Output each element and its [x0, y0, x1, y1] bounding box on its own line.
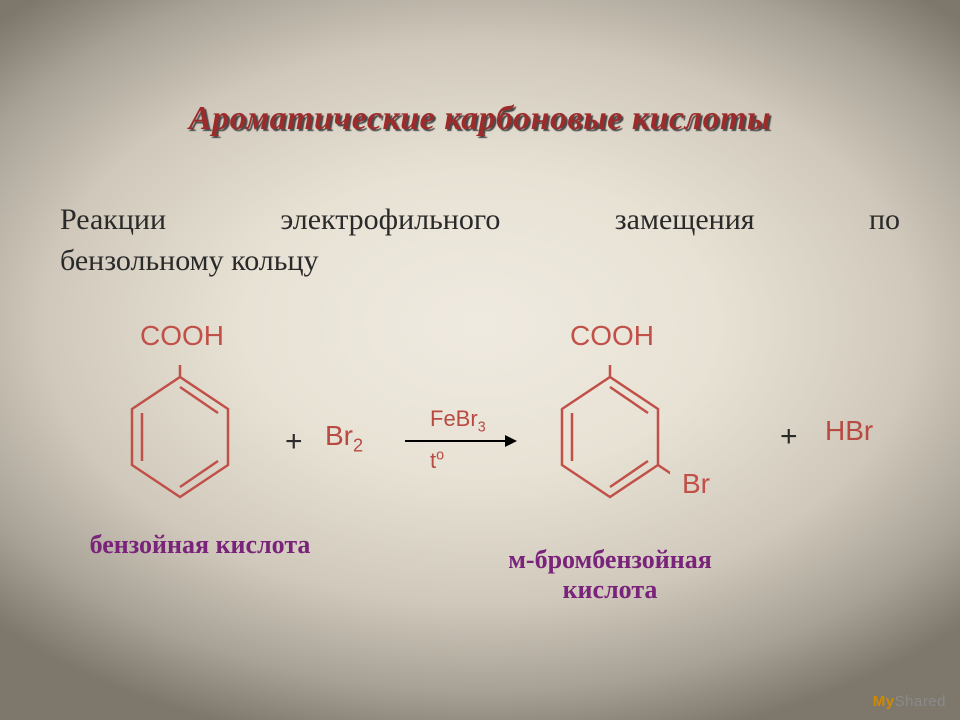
cond-febr-sub: 3 [478, 419, 486, 435]
plus-reagent: + [285, 425, 303, 459]
reaction-arrow-icon [405, 440, 515, 442]
product-cooh-label: COOH [570, 320, 654, 352]
product-br-label: Br [682, 468, 710, 500]
cond-febr-text: FeBr [430, 406, 478, 431]
watermark-rest: Shared [895, 693, 946, 710]
benzene-icon [120, 365, 240, 505]
reactant-benzene-ring [120, 365, 240, 505]
reactant-name: бензойная кислота [60, 530, 340, 560]
product-benzene-ring [550, 365, 670, 505]
title-text: Ароматические карбоновые кислоты [189, 100, 771, 137]
condition-catalyst: FeBr3 [430, 406, 486, 432]
watermark: МуShared [873, 693, 946, 710]
byproduct-hbr: HBr [825, 415, 873, 447]
reagent-br-text: Br [325, 420, 353, 451]
slide-title: Ароматические карбоновые кислоты [0, 100, 960, 138]
condition-temp: to [430, 448, 444, 474]
watermark-my: Му [873, 693, 895, 710]
plus-byproduct: + [780, 420, 798, 454]
slide: Ароматические карбоновые кислоты Реакции… [0, 0, 960, 720]
benzene-icon [550, 365, 670, 505]
subtitle-line2: бензольному кольцу [60, 241, 900, 282]
slide-subtitle: Реакции электрофильного замещения по бен… [60, 200, 900, 281]
reagent-br2: Br2 [325, 420, 363, 452]
reactant-cooh-label: COOH [140, 320, 224, 352]
subtitle-line1: Реакции электрофильного замещения по [60, 203, 900, 236]
product-name-line1: м-бромбензойная [508, 545, 712, 574]
reaction-scheme: COOH + Br2 FeBr3 to [60, 320, 900, 660]
product-name: м-бромбензойная кислота [460, 545, 760, 605]
cond-t-sup: o [436, 448, 444, 464]
reagent-br-sub: 2 [353, 436, 363, 456]
product-name-line2: кислота [563, 575, 658, 604]
